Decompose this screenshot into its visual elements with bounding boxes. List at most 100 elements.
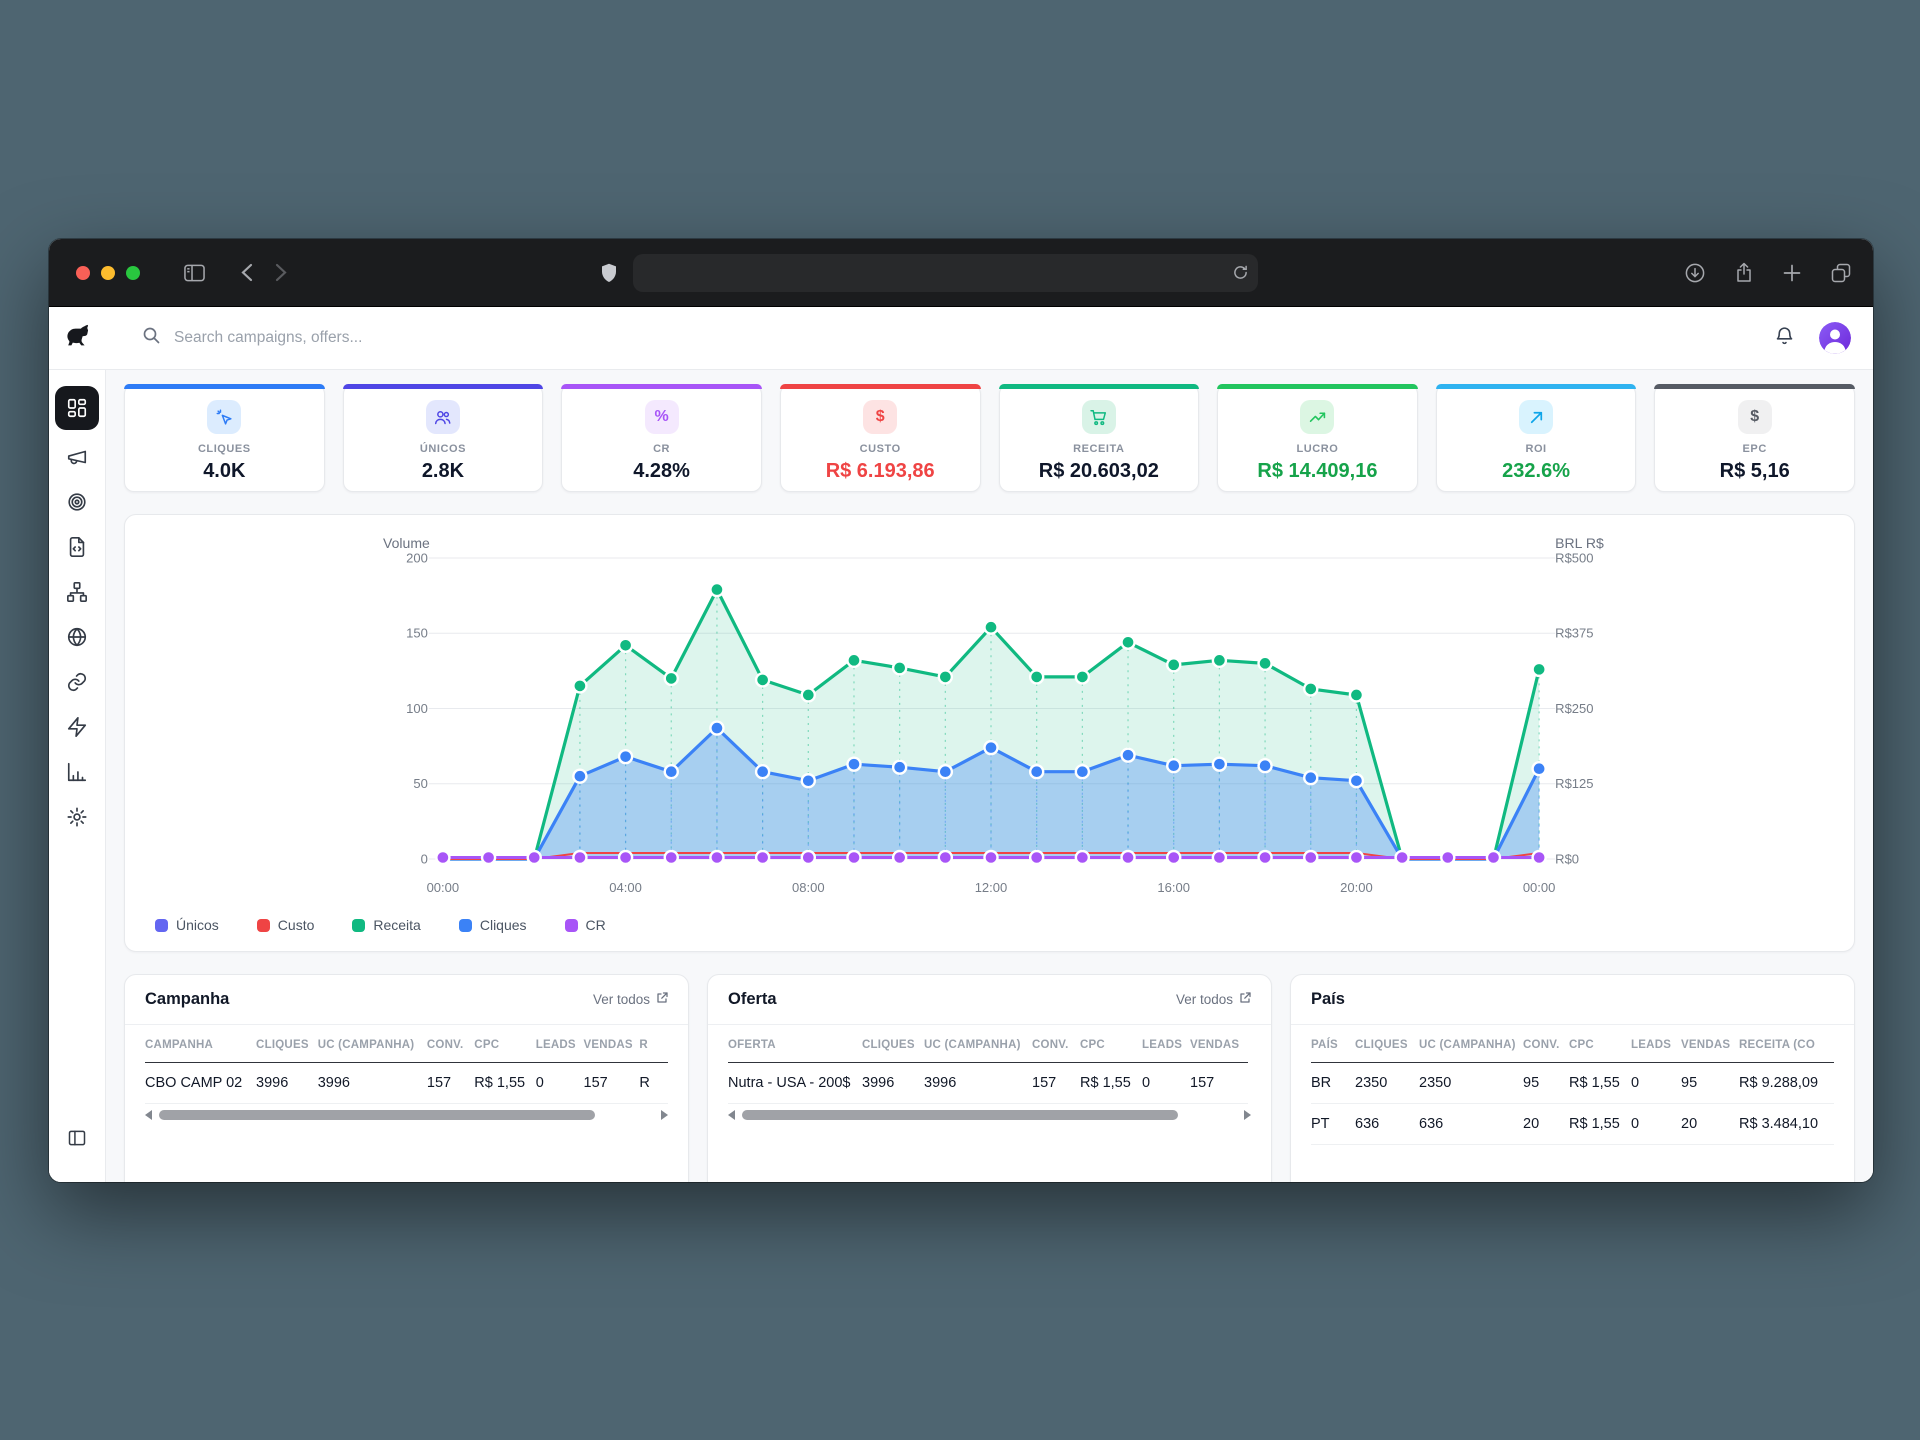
app-logo-dog[interactable]: [49, 323, 105, 353]
scrollbar-track[interactable]: [159, 1110, 654, 1120]
chart-legend: Únicos Custo Receita Cliques CR: [147, 905, 1832, 941]
reload-icon[interactable]: [1233, 265, 1248, 280]
sidebar-item-file-code-icon[interactable]: [62, 532, 92, 562]
table-row[interactable]: CBO CAMP 02 3996 3996 157 R$ 1,55 0 157 R: [145, 1062, 668, 1104]
svg-text:100: 100: [406, 701, 428, 716]
table-cell: BR: [1311, 1062, 1355, 1104]
external-link-icon: [656, 992, 668, 1007]
app-topbar: [49, 307, 1873, 370]
scroll-left-arrow-icon[interactable]: [145, 1110, 152, 1120]
table-cell: R$ 1,55: [1569, 1103, 1631, 1145]
legend-item-cr[interactable]: CR: [564, 917, 606, 933]
column-header: CPC: [1569, 1025, 1631, 1063]
legend-item-custo[interactable]: Custo: [256, 917, 314, 933]
svg-text:R$375: R$375: [1555, 626, 1593, 641]
kpi-card-custo: $ CUSTO R$ 6.193,86: [779, 384, 981, 492]
address-bar[interactable]: [633, 253, 1258, 292]
kpi-value: 232.6%: [1502, 460, 1570, 482]
kpi-accent-bar: [1435, 384, 1637, 389]
scrollbar-thumb[interactable]: [159, 1110, 595, 1120]
table-cell: CBO CAMP 02: [145, 1062, 257, 1104]
kpi-label: RECEITA: [1073, 443, 1125, 455]
table-cell: 157: [1032, 1062, 1080, 1104]
sidebar-item-zap-icon[interactable]: [62, 712, 92, 742]
svg-text:16:00: 16:00: [1157, 880, 1190, 895]
users-icon: [425, 400, 460, 434]
legend-swatch: [458, 918, 472, 932]
kpi-accent-bar: [998, 384, 1200, 389]
table-cell: 20: [1681, 1103, 1739, 1145]
legend-item-únicos[interactable]: Únicos: [155, 917, 219, 933]
ver-todos-link[interactable]: Ver todos: [1176, 992, 1251, 1007]
sidebar-item-settings-icon[interactable]: [62, 802, 92, 832]
minimize-window-button[interactable]: [101, 265, 115, 280]
app-body: CLIQUES 4.0K ÚNICOS 2.8K% CR 4.28% $ CUSTO R$ 6.…: [49, 370, 1873, 1182]
table-row[interactable]: BR 2350 2350 95 R$ 1,55 0 95 R$ 9.288,09: [1311, 1062, 1834, 1104]
horizontal-scrollbar[interactable]: [708, 1104, 1271, 1120]
traffic-chart-card: 0 R$0 50 R$125 100 R$250 150 R$375 200 R$500 Volum…: [124, 514, 1855, 952]
kpi-label: CR: [653, 443, 671, 455]
column-header: LEADS: [1142, 1025, 1190, 1063]
maximize-window-button[interactable]: [126, 265, 140, 280]
notifications-bell-icon[interactable]: [1774, 325, 1795, 352]
column-header: CPC: [474, 1025, 536, 1063]
svg-text:00:00: 00:00: [1523, 880, 1556, 895]
legend-item-cliques[interactable]: Cliques: [458, 917, 527, 933]
sidebar-toggle-icon[interactable]: [184, 264, 205, 282]
user-avatar[interactable]: [1819, 322, 1851, 354]
kpi-accent-bar: [1654, 384, 1855, 389]
sidebar-item-megaphone-icon[interactable]: [62, 442, 92, 472]
kpi-accent-bar: [779, 384, 981, 389]
search-input[interactable]: [172, 328, 596, 348]
table-cell: 95: [1523, 1062, 1569, 1104]
forward-button-icon[interactable]: [275, 263, 287, 282]
scroll-left-arrow-icon[interactable]: [728, 1110, 735, 1120]
column-header: R: [639, 1025, 668, 1063]
share-icon[interactable]: [1735, 262, 1753, 283]
cursor-click-icon: [207, 400, 242, 434]
close-window-button[interactable]: [76, 265, 90, 280]
svg-text:04:00: 04:00: [609, 880, 642, 895]
downloads-icon[interactable]: [1685, 263, 1705, 283]
address-bar-group: [601, 239, 1258, 306]
kpi-value: R$ 20.603,02: [1038, 460, 1159, 482]
table-row[interactable]: Nutra - USA - 200$ 3996 3996 157 R$ 1,55 0 157: [728, 1062, 1248, 1104]
column-header: CLIQUES: [862, 1025, 924, 1063]
scrollbar-thumb[interactable]: [742, 1110, 1178, 1120]
side-navigation: [49, 370, 106, 1182]
privacy-shield-icon[interactable]: [601, 263, 617, 283]
sidebar-item-globe-icon[interactable]: [62, 622, 92, 652]
panel-title: País: [1311, 990, 1345, 1008]
main-content: CLIQUES 4.0K ÚNICOS 2.8K% CR 4.28% $ CUSTO R$ 6.…: [106, 370, 1873, 1182]
kpi-value: 4.0K: [203, 460, 246, 482]
panel-title: Oferta: [728, 990, 777, 1008]
sidebar-item-bar-chart-icon[interactable]: [62, 757, 92, 787]
horizontal-scrollbar[interactable]: [125, 1104, 688, 1120]
scroll-right-arrow-icon[interactable]: [661, 1110, 668, 1120]
tab-overview-icon[interactable]: [1831, 263, 1851, 283]
legend-label: CR: [585, 917, 606, 933]
sidebar-item-layout-dashboard-icon[interactable]: [55, 386, 99, 430]
trend-up-icon: [1300, 400, 1335, 434]
kpi-card-roi: ROI 232.6%: [1435, 384, 1637, 492]
kpi-value: 4.28%: [633, 460, 690, 482]
ver-todos-link[interactable]: Ver todos: [593, 992, 668, 1007]
svg-text:50: 50: [413, 776, 427, 791]
sidebar-item-network-icon[interactable]: [62, 577, 92, 607]
svg-text:R$125: R$125: [1555, 776, 1593, 791]
new-tab-icon[interactable]: [1783, 264, 1801, 282]
kpi-card-receita: RECEITA R$ 20.603,02: [998, 384, 1200, 492]
external-link-icon: [1239, 992, 1251, 1007]
legend-item-receita[interactable]: Receita: [352, 917, 421, 933]
scrollbar-track[interactable]: [742, 1110, 1237, 1120]
scroll-right-arrow-icon[interactable]: [1244, 1110, 1251, 1120]
table-row[interactable]: PT 636 636 20 R$ 1,55 0 20 R$ 3.484,10: [1311, 1103, 1834, 1145]
back-button-icon[interactable]: [241, 263, 253, 282]
sidebar-item-link-icon[interactable]: [62, 667, 92, 697]
sidebar-item-target-icon[interactable]: [62, 487, 92, 517]
table-wrap: CAMPANHA CLIQUES UC (CAMPANHA) CONV. CPC LEAD…: [125, 1025, 688, 1104]
panel-card-país: País PAÍS CLIQUES UC (CAMPANHA) CONV. CPC LEAD…: [1290, 974, 1855, 1182]
traffic-lights: [76, 265, 140, 280]
panel-left-icon[interactable]: [62, 1123, 92, 1153]
legend-swatch: [352, 918, 366, 932]
